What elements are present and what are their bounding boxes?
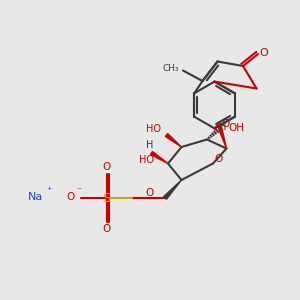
Text: OH: OH [229,123,244,134]
Text: CH₃: CH₃ [163,64,179,73]
Text: HO: HO [146,124,161,134]
Text: ⁻: ⁻ [76,186,81,197]
Text: H: H [146,140,154,151]
Text: O: O [102,162,111,172]
Text: O: O [259,47,268,58]
Text: O: O [221,119,230,129]
Polygon shape [164,180,181,199]
Text: S: S [102,191,111,205]
Text: HO: HO [139,154,154,165]
Text: O: O [66,192,74,202]
Text: O: O [102,224,111,234]
Text: O: O [145,188,153,198]
Text: ⁺: ⁺ [46,186,51,197]
Text: H: H [219,122,226,132]
Text: Na: Na [28,192,44,202]
Polygon shape [151,152,168,164]
Polygon shape [217,124,226,148]
Text: O: O [214,154,223,164]
Polygon shape [165,134,182,147]
